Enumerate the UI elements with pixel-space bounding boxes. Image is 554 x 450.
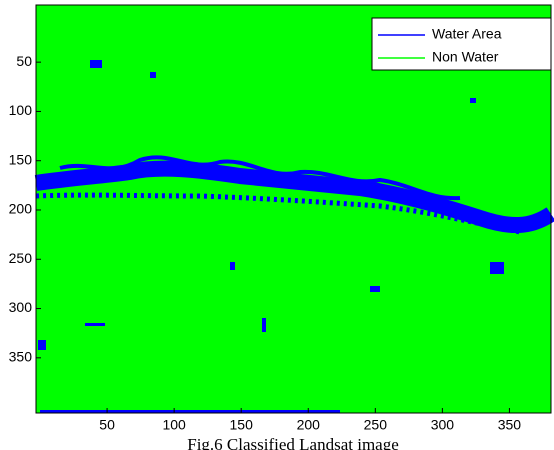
y-tick-label: 150: [9, 151, 33, 167]
y-tick-label: 250: [9, 250, 33, 266]
legend: Water Area Non Water: [371, 17, 552, 71]
legend-label: Water Area: [432, 26, 502, 42]
water-patch: [150, 72, 156, 78]
water-area: [34, 60, 554, 413]
water-patch: [370, 286, 380, 292]
river-channel: [59, 155, 461, 201]
caption: Fig.6 Classified Landsat image: [187, 435, 399, 450]
x-tick-label: 150: [230, 417, 254, 433]
y-tick-label: 200: [9, 201, 33, 217]
y-tick-label: 100: [9, 102, 33, 118]
y-tick-label: 50: [16, 53, 32, 69]
x-tick-label: 350: [498, 417, 522, 433]
water-patch: [230, 262, 235, 270]
river-fringe: [35, 192, 521, 235]
water-patch: [38, 340, 46, 350]
x-tick-label: 100: [162, 417, 186, 433]
legend-box: [371, 17, 552, 71]
x-tick-label: 250: [364, 417, 388, 433]
x-tick-label: 200: [297, 417, 321, 433]
y-tick-label: 350: [9, 349, 33, 365]
y-tick-label: 300: [9, 299, 33, 315]
water-patch: [90, 60, 102, 68]
x-tick-label: 300: [431, 417, 455, 433]
water-patch: [40, 410, 340, 413]
plot-frame: [35, 4, 552, 414]
water-patch: [470, 98, 476, 103]
river-band: [34, 160, 554, 234]
water-patch: [262, 318, 266, 332]
water-patch: [85, 323, 105, 326]
x-tick-label: 50: [99, 417, 115, 433]
legend-label: Non Water: [432, 49, 499, 65]
water-patch: [490, 262, 504, 274]
